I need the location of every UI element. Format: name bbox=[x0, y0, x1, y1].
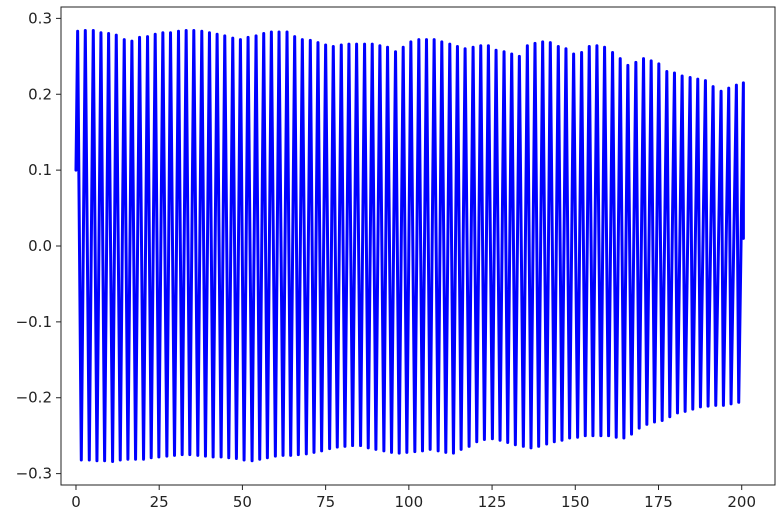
y-tick-label: 0.0 bbox=[28, 237, 52, 255]
x-tick-label: 175 bbox=[644, 493, 673, 511]
plot-area bbox=[74, 29, 745, 463]
series-line-0 bbox=[74, 29, 745, 463]
x-tick-label: 125 bbox=[478, 493, 507, 511]
x-tick-label: 25 bbox=[150, 493, 169, 511]
y-tick-label: −0.1 bbox=[16, 313, 52, 331]
y-tick-label: 0.3 bbox=[28, 9, 52, 27]
x-tick-label: 200 bbox=[727, 493, 756, 511]
axes: 0 25 50 75 100 125 150 175 200 −0.3 −0.2 −0.1 0.0 0.1… bbox=[16, 6, 776, 511]
y-tick-label: 0.1 bbox=[28, 161, 52, 179]
x-tick-label: 50 bbox=[233, 493, 252, 511]
x-tick-label: 75 bbox=[316, 493, 335, 511]
x-tick-label: 100 bbox=[395, 493, 424, 511]
x-tick-label: 0 bbox=[71, 493, 81, 511]
y-tick-label: −0.3 bbox=[16, 465, 52, 483]
x-tick-label: 150 bbox=[561, 493, 590, 511]
y-tick-label: 0.2 bbox=[28, 85, 52, 103]
y-tick-label: −0.2 bbox=[16, 389, 52, 407]
